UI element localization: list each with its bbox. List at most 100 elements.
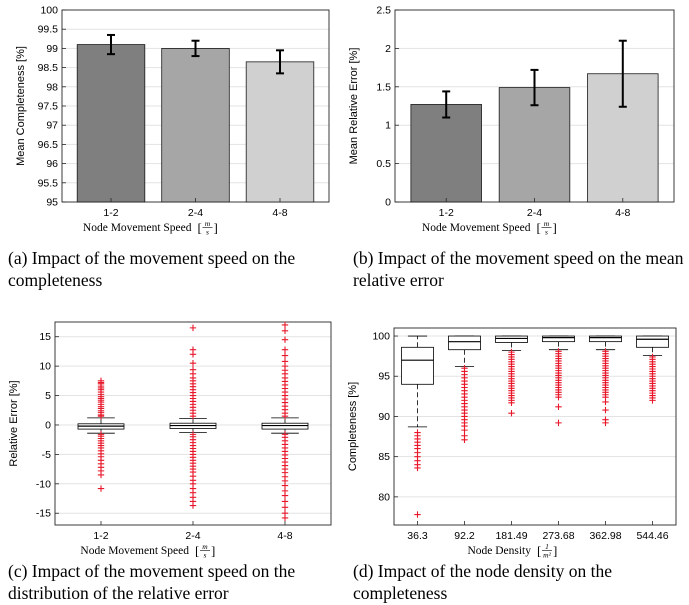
y-tick-label: 0	[45, 419, 51, 431]
y-tick-label: 98.5	[38, 62, 59, 74]
x-unit-denominator: s	[204, 551, 207, 560]
x-unit-denominator: s	[545, 228, 548, 237]
outlier-marker	[602, 419, 609, 427]
caption-c: (c) Impact of the movement speed on the …	[8, 561, 296, 603]
outlier-marker	[189, 412, 197, 420]
y-axis-label: Completeness [%]	[347, 382, 359, 471]
y-tick-label: 96	[46, 158, 58, 170]
outlier-marker	[281, 412, 289, 420]
x-axis-label-text: Node Density	[467, 545, 531, 557]
x-unit-bracket-right: ]	[553, 220, 557, 235]
x-tick-label: 544.46	[636, 530, 668, 542]
chart-c-svg: -15 -10 -5 0 5 10 15 Relative Error [%] Node Mov…	[8, 321, 332, 560]
y-tick-label: -15	[36, 508, 51, 520]
outlier-marker	[189, 359, 197, 367]
y-tick-label: 5	[45, 390, 51, 402]
caption-a: (a) Impact of the movement speed on the …	[8, 248, 296, 290]
y-tick-label: 95.5	[38, 177, 59, 189]
x-unit-bracket-left: [	[195, 543, 199, 558]
y-tick-label: -10	[36, 478, 51, 490]
x-tick-label: 1-2	[93, 530, 108, 542]
chart-b-svg: 0 0.5 1 1.5 2 2.5 Mean Relative Error [%] Node …	[348, 5, 675, 237]
y-tick-label: 100	[40, 5, 58, 17]
x-axis-label: Node Movement Speed [ms]	[80, 542, 215, 560]
y-axis-label: Mean Relative Error [%]	[348, 48, 360, 165]
y-tick-label: 80	[378, 491, 390, 503]
x-axis-label: Node Movement Speed [ms]	[422, 219, 557, 237]
x-unit-numerator: 1	[545, 542, 549, 551]
x-unit-bracket-right: ]	[211, 543, 215, 558]
box	[542, 335, 575, 343]
outlier-marker	[281, 321, 289, 329]
x-unit-denominator: s	[206, 228, 209, 237]
outlier-marker	[189, 351, 197, 358]
chart-a-svg: 95 95.5 96 96.5 97 97.5 98 98.5 99 99.5 100 Mean Co…	[15, 5, 330, 237]
bar	[245, 61, 315, 203]
outlier-marker	[97, 485, 105, 492]
outlier-marker	[555, 419, 562, 427]
x-unit-bracket-left: [	[537, 543, 541, 558]
x-unit-numerator: m	[202, 542, 208, 551]
outlier-marker	[281, 492, 289, 499]
y-tick-label: 15	[39, 331, 51, 343]
y-tick-label: 95	[46, 197, 58, 209]
x-tick-label: 2-4	[188, 207, 203, 219]
x-axis-label-text: Node Movement Speed	[83, 222, 192, 234]
box	[448, 335, 481, 351]
outlier-marker	[649, 397, 656, 404]
x-tick-label: 1-2	[103, 207, 118, 219]
y-tick-label: 1.5	[376, 81, 391, 93]
y-axis-label: Mean Completeness [%]	[15, 46, 27, 166]
outlier-marker	[281, 498, 289, 505]
y-tick-label: 97	[46, 120, 58, 132]
x-tick-label: 362.98	[589, 530, 621, 542]
x-tick-label: 4-8	[272, 207, 287, 219]
outlier-marker	[461, 426, 468, 434]
chart-d-svg: 80 85 90 95 100 Completeness [%] Node Density […	[347, 327, 677, 560]
y-tick-label: 10	[39, 361, 51, 373]
x-unit-bracket-right: ]	[553, 543, 557, 558]
outlier-marker	[189, 324, 197, 332]
x-tick-label: 2-4	[185, 530, 200, 542]
chart-panel-d: 80 85 90 95 100 Completeness [%] Node Density […	[345, 312, 689, 560]
y-tick-label: 100	[372, 331, 390, 343]
box	[636, 335, 669, 348]
x-axis-label: Node Movement Speed [ms]	[83, 219, 218, 237]
caption-b: (b) Impact of the movement speed on the …	[353, 248, 684, 290]
outlier-marker	[461, 436, 468, 443]
bar	[498, 87, 571, 203]
y-tick-label: 98	[46, 81, 58, 93]
outlier-marker	[414, 464, 421, 472]
bar	[161, 48, 230, 203]
y-tick-label: 90	[378, 411, 390, 423]
outlier-marker	[281, 514, 289, 522]
x-tick-label: 92.2	[454, 530, 475, 542]
outlier-marker	[281, 352, 289, 359]
x-tick-label: 36.3	[407, 530, 428, 542]
x-unit-denominator: m²	[543, 551, 551, 560]
x-unit-bracket-left: [	[537, 220, 541, 235]
y-tick-label: 2	[385, 43, 391, 55]
chart-panel-a: 95 95.5 96 96.5 97 97.5 98 98.5 99 99.5 100 Mean Co…	[0, 0, 344, 237]
outlier-marker	[281, 504, 289, 511]
outlier-marker	[281, 346, 289, 353]
y-tick-label: 96.5	[38, 139, 59, 151]
box	[589, 335, 622, 343]
chart-panel-b: 0 0.5 1 1.5 2 2.5 Mean Relative Error [%] Node …	[345, 0, 689, 237]
x-unit-bracket-right: ]	[214, 220, 218, 235]
x-tick-label: 1-2	[439, 207, 454, 219]
x-unit-numerator: m	[544, 219, 550, 228]
bar	[76, 44, 146, 203]
y-axis-label: Relative Error [%]	[8, 380, 20, 466]
x-tick-label: 4-8	[277, 530, 292, 542]
outlier-marker	[281, 336, 289, 343]
outlier-marker	[414, 511, 421, 518]
outlier-marker	[555, 393, 562, 401]
y-tick-label: 95	[378, 371, 390, 383]
outlier-marker	[508, 399, 515, 406]
x-tick-label: 2-4	[527, 207, 542, 219]
y-tick-label: 1	[385, 120, 391, 132]
x-tick-label: 273.68	[542, 530, 574, 542]
caption-d: (d) Impact of the node density on the co…	[353, 561, 613, 603]
outlier-marker	[555, 403, 562, 410]
